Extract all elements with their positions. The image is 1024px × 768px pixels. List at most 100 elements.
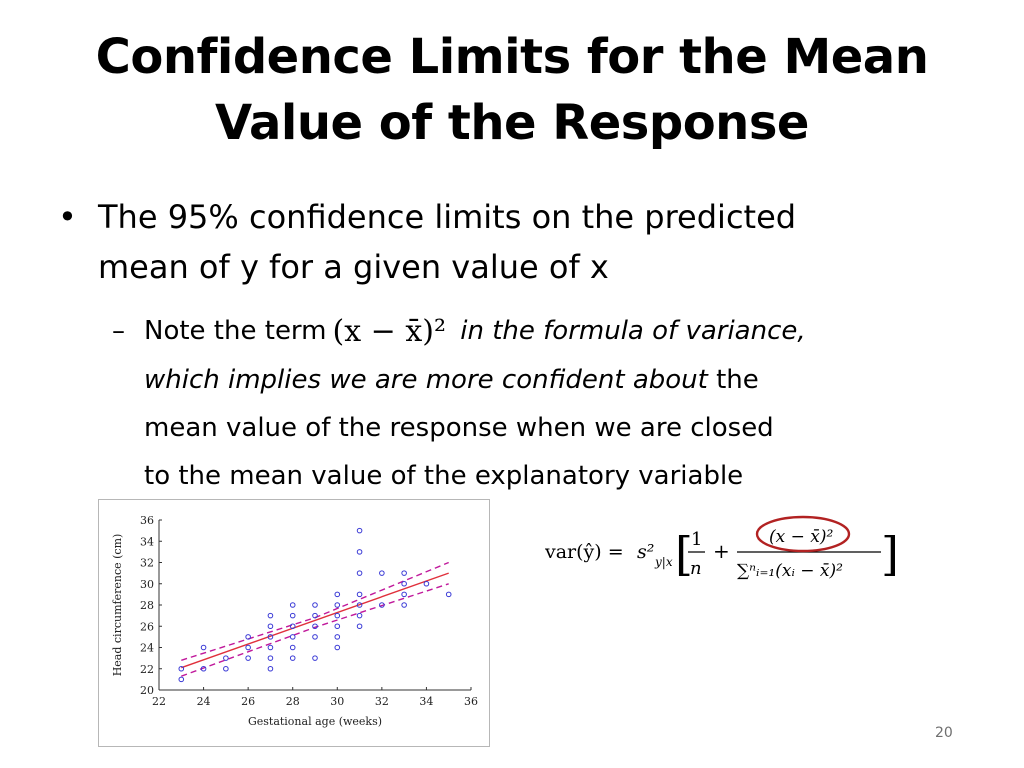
sub-line-3: mean value of the response when we are c…	[144, 413, 774, 443]
data-point	[379, 602, 385, 608]
data-point	[267, 612, 274, 619]
x-tick-label: 34	[419, 695, 433, 708]
sub-note-start: Note the term	[144, 316, 327, 346]
y-axis-label: Head circumference (cm)	[111, 534, 124, 677]
formula-coeff: s²	[637, 541, 654, 563]
data-point	[401, 591, 407, 598]
highlight-circle	[755, 515, 851, 553]
x-tick-label: 26	[241, 695, 255, 708]
scatter-chart: 22 24 26 28 30 32 34 36202224262830323436Gestat…	[111, 514, 478, 728]
data-point	[401, 570, 407, 576]
y-tick-label: 28	[140, 599, 154, 612]
main-bullet-line-2: mean of y for a given value of x	[98, 248, 609, 286]
data-point	[334, 602, 341, 608]
page-number: 20	[935, 725, 953, 741]
right-bracket: ]	[881, 527, 899, 581]
data-point	[312, 612, 318, 619]
main-bullet-text: The 95% confidence limits on the predict…	[98, 192, 958, 292]
data-point	[356, 623, 363, 630]
x-axis-label: Gestational age (weeks)	[248, 715, 382, 728]
title-line-1: Confidence Limits for the Mean	[95, 29, 929, 85]
data-point	[289, 623, 296, 630]
data-point	[178, 665, 185, 672]
x-tick-label: 36	[464, 695, 478, 708]
data-point	[312, 623, 318, 630]
data-point	[245, 634, 251, 640]
y-tick-label: 32	[140, 557, 154, 570]
upper-confidence-band	[181, 561, 449, 661]
data-point	[289, 634, 296, 640]
data-point	[356, 591, 363, 598]
data-point	[223, 665, 229, 672]
data-point	[223, 655, 229, 661]
data-point	[401, 580, 407, 587]
data-point	[245, 644, 251, 651]
x-tick-label: 22	[152, 695, 166, 708]
sub-tail: the	[707, 365, 759, 395]
data-point	[312, 655, 318, 661]
sub-line-4: to the mean value of the explanatory var…	[144, 461, 744, 491]
data-point	[423, 580, 430, 587]
data-point	[200, 665, 207, 672]
y-tick-label: 30	[140, 578, 154, 591]
left-bracket: [	[675, 527, 693, 581]
formula-den-2: ∑ⁿᵢ₌₁(xᵢ − x̄)²	[737, 561, 843, 581]
bullet-icon: •	[58, 198, 77, 236]
data-point	[289, 612, 296, 619]
variance-formula: var(ŷ) = s² y|x [ 1 n + (x − x̄)² ∑ⁿᵢ₌₁(…	[545, 515, 899, 581]
data-point	[267, 644, 274, 651]
data-point	[356, 612, 363, 619]
data-point	[289, 655, 296, 661]
lower-confidence-band	[181, 583, 449, 677]
data-point	[379, 570, 385, 576]
data-point	[312, 602, 318, 608]
formula-num-2: (x − x̄)²	[769, 527, 833, 547]
y-tick-label: 26	[140, 620, 154, 633]
formula-plus: +	[713, 539, 730, 563]
data-point	[334, 591, 341, 598]
sub-bullet-text: Note the term (x − x̄)² in the formula of…	[144, 307, 932, 500]
formula-coeff-sub: y|x	[654, 555, 673, 569]
data-point	[267, 623, 274, 630]
y-tick-label: 22	[140, 663, 154, 676]
data-point	[334, 644, 341, 651]
sub-italic-b: which implies we are more confident abou…	[144, 365, 708, 395]
y-tick-label: 34	[140, 535, 154, 548]
data-point	[356, 570, 363, 576]
data-point	[289, 602, 296, 608]
data-point	[200, 644, 207, 651]
data-point	[356, 602, 363, 608]
data-point	[289, 644, 296, 651]
data-point	[178, 676, 185, 683]
y-tick-label: 20	[140, 684, 154, 697]
sub-bullet: – Note the term (x − x̄)² in the formula …	[112, 307, 932, 500]
formula-lhs: var(ŷ) =	[545, 541, 624, 563]
data-point	[334, 634, 341, 640]
x-tick-label: 24	[197, 695, 211, 708]
title-line-2: Value of the Response	[215, 95, 809, 151]
x-tick-label: 32	[375, 695, 389, 708]
main-bullet-line-1: The 95% confidence limits on the predict…	[98, 198, 797, 236]
dash-icon: –	[112, 316, 125, 346]
data-point	[334, 612, 341, 619]
data-point	[267, 665, 274, 672]
regression-line	[181, 572, 449, 669]
formula-den-1: n	[690, 558, 702, 579]
data-point	[267, 655, 274, 661]
y-tick-label: 24	[140, 642, 154, 655]
inline-term-formula: (x − x̄)²	[332, 314, 446, 349]
formula-num-1: 1	[691, 529, 702, 550]
main-bullet: • The 95% confidence limits on the predi…	[58, 192, 958, 292]
scatter-chart-frame: 22 24 26 28 30 32 34 36 20 22 24 26 28 30 32 34 36 Gestat…	[98, 499, 490, 747]
x-tick-label: 30	[330, 695, 344, 708]
data-point	[334, 623, 341, 630]
data-point	[401, 602, 407, 608]
sub-italic-a: in the formula of variance,	[460, 316, 806, 346]
data-point	[356, 527, 363, 534]
data-point	[356, 549, 363, 555]
y-tick-label: 36	[140, 514, 154, 527]
data-point	[245, 655, 251, 661]
slide-title: Confidence Limits for the Mean Value of …	[0, 24, 1024, 156]
data-point	[312, 634, 318, 640]
data-point	[445, 591, 452, 598]
